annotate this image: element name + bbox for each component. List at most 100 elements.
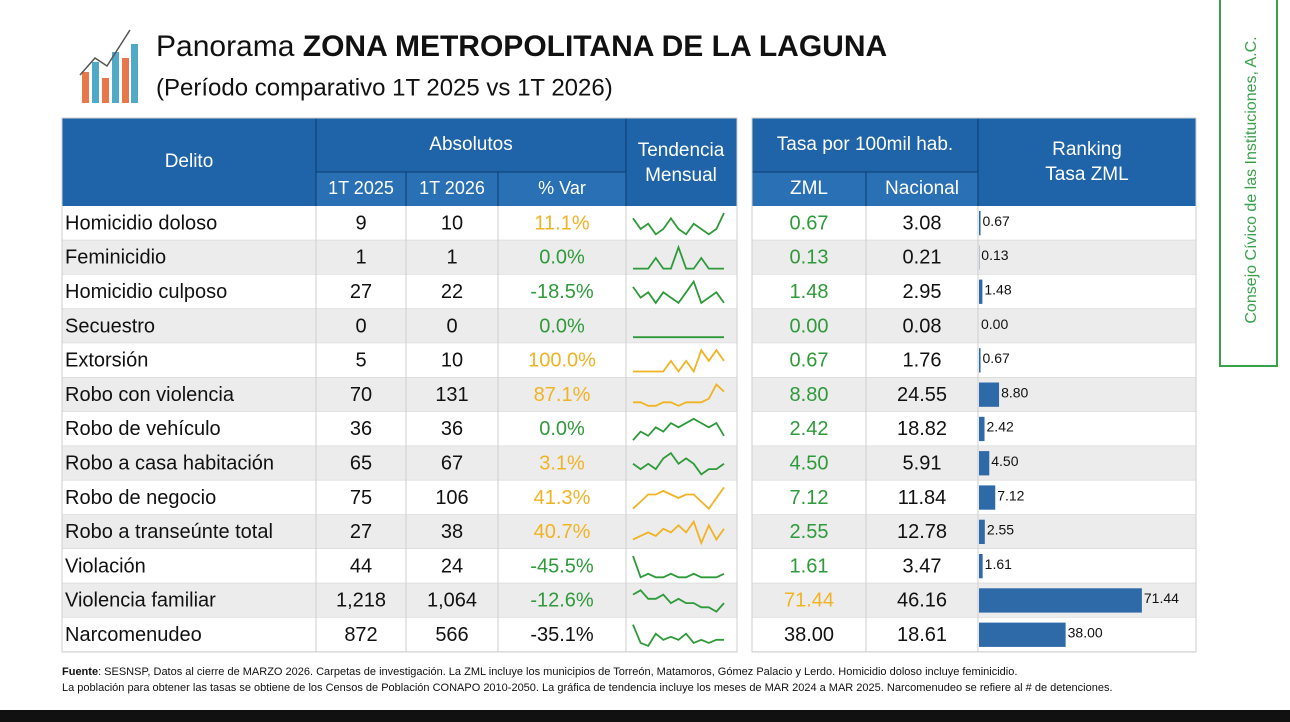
- row-bg: [62, 411, 737, 447]
- delito: Violación: [65, 555, 146, 577]
- t2026: 24: [441, 555, 463, 577]
- ranking-label: 71.44: [1144, 590, 1179, 606]
- ranking-bar: [979, 451, 990, 476]
- t2025: 70: [350, 384, 372, 406]
- delito: Homicidio doloso: [65, 212, 217, 234]
- t2025: 65: [350, 453, 372, 475]
- nacional: 3.47: [903, 555, 942, 577]
- t2025: 1,218: [336, 590, 386, 612]
- zml: 0.00: [790, 315, 829, 337]
- nacional: 5.91: [903, 453, 942, 475]
- t2026: 10: [441, 212, 463, 234]
- t2025: 1: [355, 247, 366, 269]
- var: 3.1%: [539, 453, 585, 475]
- logo: [79, 29, 138, 103]
- t2025: 872: [344, 624, 377, 646]
- header-t2026: 1T 2026: [419, 178, 485, 198]
- ranking-label: 38.00: [1068, 624, 1103, 640]
- sparkline: [633, 348, 725, 374]
- t2026: 0: [446, 315, 457, 337]
- ranking-bar: [979, 416, 985, 442]
- sparkline: [632, 212, 725, 236]
- table: Delito Absolutos 1T 2025 1T 2026 % Var Tenden…: [61, 117, 1197, 653]
- header-tendencia: Mensual: [645, 165, 717, 186]
- ranking-bar: [979, 554, 983, 579]
- row-bg: [62, 446, 737, 481]
- row-bg: [752, 549, 1196, 584]
- sparkline: [632, 624, 724, 648]
- var: 100.0%: [528, 350, 596, 372]
- side-label: Consejo Cívico de las Instituciones, A.C…: [1243, 36, 1260, 323]
- t2026: 36: [441, 418, 463, 440]
- delito: Robo de vehículo: [65, 418, 221, 440]
- row-bg: [752, 343, 1196, 378]
- zml: 38.00: [784, 624, 834, 646]
- sparkline: [632, 555, 725, 579]
- header-absolutos: Absolutos: [429, 134, 512, 155]
- t2026: 1,064: [427, 590, 477, 612]
- row-bg: [752, 274, 1196, 309]
- row-bg: [62, 240, 737, 275]
- nacional: 1.76: [903, 350, 942, 372]
- ranking-label: 8.80: [1001, 384, 1028, 400]
- sparkline: [633, 244, 724, 270]
- ranking-bar: [979, 622, 1066, 647]
- zml: 0.67: [790, 350, 829, 372]
- delito: Feminicidio: [65, 247, 166, 269]
- ranking-bar: [979, 588, 1142, 613]
- row-bg: [752, 377, 1196, 412]
- ranking-label: 2.55: [987, 522, 1014, 538]
- title-bold: ZONA METROPOLITANA DE LA LAGUNA: [303, 30, 887, 63]
- ranking-bar: [979, 382, 1000, 407]
- row-bg: [62, 480, 737, 515]
- delito: Robo de negocio: [65, 487, 216, 509]
- header-delito: Delito: [165, 151, 214, 172]
- ranking-label: 7.12: [997, 487, 1024, 503]
- nacional: 46.16: [897, 590, 947, 612]
- row-bg: [62, 617, 737, 652]
- row-bg: [62, 343, 737, 378]
- zml: 2.55: [790, 521, 829, 543]
- t2026: 38: [441, 521, 463, 543]
- header-var: % Var: [538, 178, 586, 198]
- var: 40.7%: [534, 521, 591, 543]
- delito: Extorsión: [65, 350, 148, 372]
- side-box: [1219, 0, 1278, 367]
- nacional: 12.78: [897, 521, 947, 543]
- var: 0.0%: [539, 315, 585, 337]
- nacional: 18.61: [897, 624, 947, 646]
- var: 11.1%: [534, 212, 589, 234]
- t2026: 131: [435, 384, 468, 406]
- ranking-bar: [979, 279, 983, 304]
- nacional: 0.21: [903, 247, 942, 269]
- ranking-label: 0.67: [983, 213, 1010, 229]
- header-sub-bg: [752, 172, 978, 206]
- t2025: 27: [350, 521, 372, 543]
- var: 0.0%: [539, 247, 585, 269]
- var: -45.5%: [530, 555, 594, 577]
- ranking-bar: [979, 519, 985, 544]
- nacional: 0.08: [903, 315, 942, 337]
- row-bg: [752, 206, 1196, 241]
- sparkline: [632, 486, 725, 511]
- row-bg: [752, 480, 1196, 515]
- var: -18.5%: [530, 281, 594, 303]
- t2026: 10: [441, 350, 463, 372]
- ranking-label: 0.67: [983, 350, 1010, 366]
- header-zml: ZML: [790, 178, 828, 199]
- ranking-label: 0.13: [981, 247, 1008, 263]
- t2025: 36: [350, 418, 372, 440]
- bottom-bar: [0, 710, 1290, 722]
- delito: Secuestro: [65, 315, 155, 337]
- t2026: 1: [446, 247, 457, 269]
- zml: 4.50: [790, 453, 829, 475]
- header-ranking: Ranking: [1052, 139, 1122, 160]
- zml: 71.44: [784, 590, 834, 612]
- var: 87.1%: [534, 384, 591, 406]
- header-tendencia: Tendencia: [638, 140, 725, 161]
- nacional: 18.82: [897, 418, 947, 440]
- var: 41.3%: [534, 487, 591, 509]
- sparkline: [632, 519, 725, 546]
- header-nacional: Nacional: [885, 178, 959, 199]
